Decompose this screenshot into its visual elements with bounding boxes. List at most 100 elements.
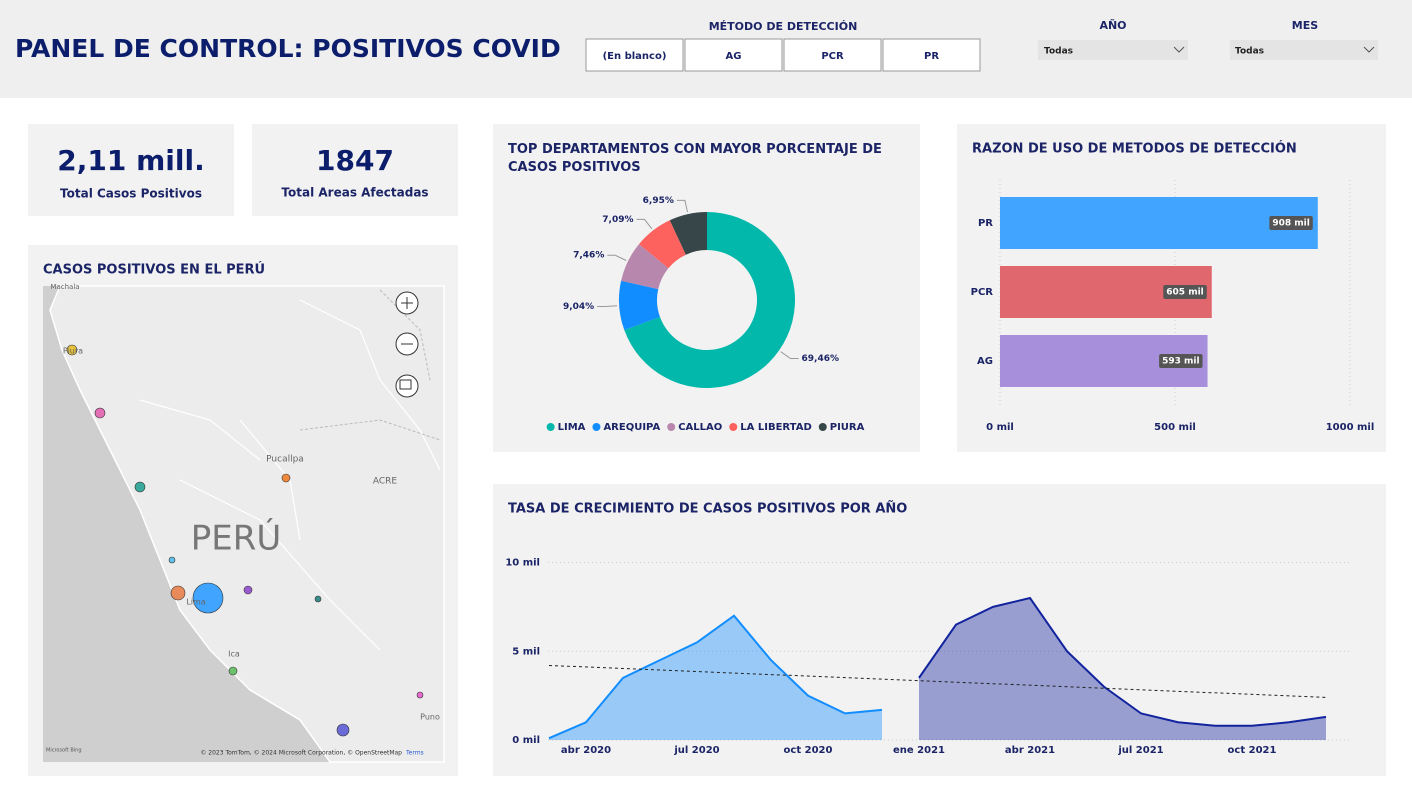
slicer-button[interactable] <box>783 38 882 72</box>
y-tick-label: PCR <box>971 287 994 298</box>
map-bubble <box>192 582 224 614</box>
map-bubble <box>243 585 253 595</box>
title-line: TOP DEPARTAMENTOS CON MAYOR PORCENTAJE D… <box>508 142 882 157</box>
map-attribution: © 2023 TomTom, © 2024 Microsoft Corporat… <box>200 750 402 757</box>
dropdown-value[interactable]: Todas <box>1044 47 1073 57</box>
map-bubble <box>336 723 350 737</box>
month-dropdown[interactable]: Todas <box>1230 40 1378 60</box>
x-tick-label: 1000 mil <box>1326 422 1375 433</box>
year-dropdown[interactable]: Todas <box>1038 40 1188 60</box>
area <box>549 615 882 740</box>
chevron[interactable] <box>1173 46 1185 53</box>
y-tick-label: AG <box>977 356 993 367</box>
map-bubble <box>228 666 238 676</box>
map-label: Machala <box>50 283 79 291</box>
slicer-button[interactable] <box>882 38 981 72</box>
legend-label: PIURA <box>830 422 865 433</box>
x-tick-label: jul 2020 <box>673 745 719 756</box>
donut-slice <box>639 220 686 269</box>
map-label: Pucallpa <box>266 455 304 465</box>
line <box>548 614 883 740</box>
land <box>49 285 445 763</box>
card-bg <box>28 124 234 216</box>
select-tool[interactable] <box>395 374 419 398</box>
slicer-button-label[interactable]: AG <box>726 51 742 62</box>
slicer-button-label[interactable]: PR <box>924 51 939 62</box>
zoom-out[interactable] <box>395 332 419 356</box>
donut-slice <box>624 212 795 388</box>
x-tick-label: abr 2020 <box>561 745 611 756</box>
x-tick-label: abr 2021 <box>1005 745 1055 756</box>
donut-slice <box>619 280 660 331</box>
map-bubble <box>66 344 78 356</box>
x-tick-label: oct 2020 <box>784 745 833 756</box>
data-label: 7,09% <box>602 215 633 225</box>
map-bubble <box>170 585 186 601</box>
data-label-bg <box>1269 216 1313 230</box>
map-bubble <box>281 473 291 483</box>
legend-label: LA LIBERTAD <box>740 422 811 433</box>
map-label: Piura <box>63 347 83 356</box>
dropdown-box[interactable] <box>1230 40 1378 60</box>
data-label: 9,04% <box>563 302 594 312</box>
data-label: 69,46% <box>802 354 840 364</box>
slicer-title: AÑO <box>1099 19 1126 32</box>
x-tick-label: oct 2021 <box>1228 745 1277 756</box>
dropdown-value[interactable]: Todas <box>1235 47 1264 57</box>
leader-line <box>780 351 799 360</box>
data-label-bg <box>1163 285 1207 299</box>
map-provider: Microsoft Bing <box>46 748 82 754</box>
legend-marker <box>592 423 601 431</box>
panel <box>493 124 920 452</box>
data-label: 908 mil <box>1272 219 1309 229</box>
legend-marker <box>546 423 555 431</box>
chevron[interactable] <box>1363 46 1375 53</box>
chart-title: RAZON DE USO DE METODOS DE DETECCIÓN <box>972 141 1297 157</box>
map-label: Ica <box>228 650 240 659</box>
x-tick-label: 500 mil <box>1154 422 1196 433</box>
legend-item: CALLAO <box>667 422 722 433</box>
region-borders <box>139 299 441 651</box>
dropdown-box[interactable] <box>1038 40 1188 60</box>
legend-marker <box>818 423 827 431</box>
slicer-button[interactable] <box>585 38 684 72</box>
map-bubble <box>94 407 106 419</box>
panel <box>493 484 1386 776</box>
map-label: PERÚ <box>191 518 282 559</box>
bar <box>1000 197 1318 249</box>
leader-line <box>597 305 618 308</box>
legend-label: LIMA <box>558 422 586 433</box>
map-bubble <box>168 556 176 564</box>
leader-line <box>636 218 653 230</box>
x-tick-label: ene 2021 <box>893 745 945 756</box>
slicer-button[interactable] <box>684 38 783 72</box>
data-label: 593 mil <box>1162 357 1199 367</box>
legend-marker <box>667 423 676 431</box>
legend-item: PIURA <box>818 422 865 433</box>
select-icon[interactable] <box>399 379 412 390</box>
data-label: 605 mil <box>1166 288 1203 298</box>
x-tick-label: jul 2021 <box>1117 745 1163 756</box>
select-button[interactable] <box>395 374 419 398</box>
leader-line <box>607 254 627 261</box>
y-tick-label: PR <box>978 218 993 229</box>
map-bubble <box>134 481 146 493</box>
leader-line <box>676 199 688 213</box>
map-label: ACRE <box>373 477 398 487</box>
map-terms[interactable]: Terms <box>405 750 424 757</box>
chart-title: TOP DEPARTAMENTOS CON MAYOR PORCENTAJE D… <box>508 142 882 175</box>
map-label: Puno <box>420 713 440 722</box>
slicer-button-label[interactable]: PCR <box>821 51 844 62</box>
y-tick-label: 10 mil <box>505 558 540 569</box>
slicer-button-label[interactable]: (En blanco) <box>603 51 667 62</box>
page-title: PANEL DE CONTROL: POSITIVOS COVID <box>15 34 561 63</box>
map: PERÚ Pucallpa ACRE Lima Ica Puno Piura M… <box>43 283 445 763</box>
map-bubble <box>314 595 322 603</box>
y-tick-label: 0 mil <box>512 735 540 746</box>
data-label: 7,46% <box>573 251 604 261</box>
zoom-icon[interactable] <box>401 297 413 309</box>
detection-buttons: (En blanco) AG PCR PR <box>585 38 981 72</box>
zoom-in[interactable] <box>395 291 419 315</box>
